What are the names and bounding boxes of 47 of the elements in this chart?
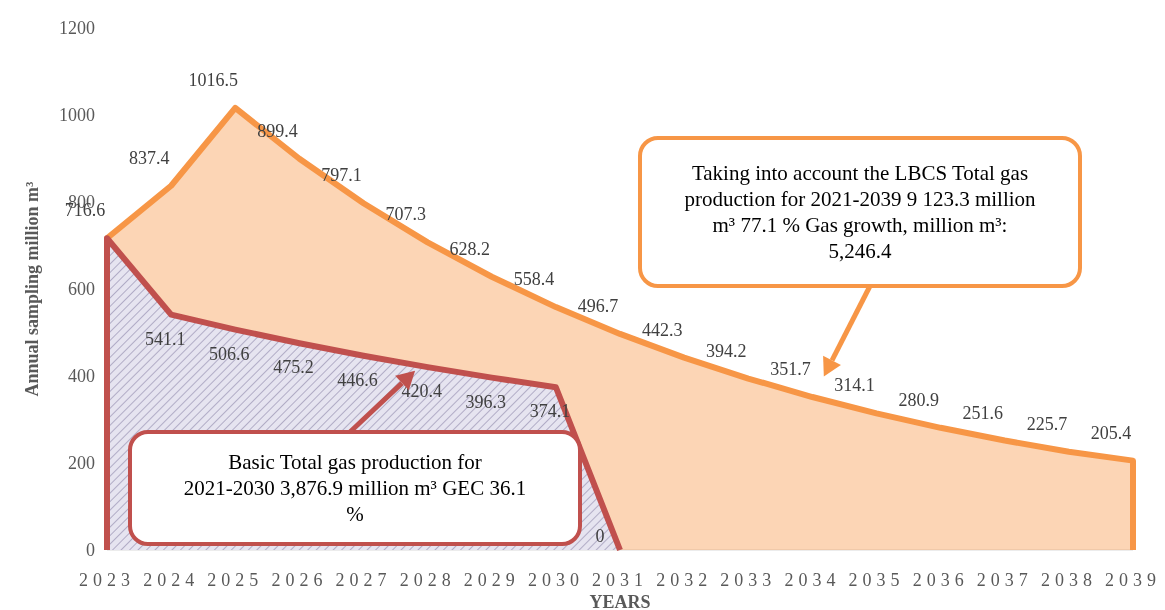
data-label: 314.1 bbox=[834, 375, 875, 396]
data-label: 837.4 bbox=[128, 147, 170, 168]
data-label: 541.1 bbox=[144, 328, 186, 349]
y-tick-label: 1200 bbox=[59, 18, 95, 38]
data-label: 396.3 bbox=[465, 391, 506, 412]
data-label: 442.3 bbox=[641, 319, 683, 340]
data-label: 446.6 bbox=[337, 369, 378, 390]
data-label: 558.4 bbox=[513, 269, 555, 290]
x-tick-label: 2038 bbox=[1040, 570, 1097, 590]
x-tick-label: 2028 bbox=[399, 570, 456, 590]
x-tick-label: 2024 bbox=[143, 570, 200, 590]
annotation: Basic Total gas production for 2021-2030 3,876.9 million m³ GEC 36.1 % bbox=[183, 450, 527, 526]
data-label: 225.7 bbox=[1026, 413, 1068, 434]
data-label: 628.2 bbox=[449, 238, 490, 259]
data-label: 496.7 bbox=[577, 295, 619, 316]
x-axis-title: YEARS bbox=[589, 592, 651, 610]
data-label: 251.6 bbox=[962, 402, 1003, 423]
y-tick-label: 200 bbox=[68, 453, 95, 473]
data-label: 280.9 bbox=[898, 389, 939, 410]
data-label: 351.7 bbox=[770, 359, 811, 380]
data-label: 475.2 bbox=[273, 357, 314, 378]
data-label: 205.4 bbox=[1090, 422, 1132, 443]
x-tick-label: 2034 bbox=[784, 570, 841, 590]
y-tick-label: 0 bbox=[86, 540, 95, 560]
annotation: Taking into account the LBCS Total gas production for 2021-2039 9 123.3 million m³ 77.1 % Gas growth, million m³: 5,246.4 bbox=[684, 161, 1037, 263]
x-tick-label: 2033 bbox=[720, 570, 777, 590]
data-label: 506.6 bbox=[209, 343, 250, 364]
y-tick-label: 600 bbox=[68, 279, 95, 299]
x-tick-label: 2030 bbox=[527, 570, 584, 590]
x-tick-label: 2039 bbox=[1105, 570, 1161, 590]
y-tick-label: 1000 bbox=[59, 105, 95, 125]
x-tick-label: 2029 bbox=[463, 570, 520, 590]
data-label: 394.2 bbox=[706, 340, 747, 361]
x-tick-label: 2023 bbox=[79, 570, 135, 590]
x-tick-label: 2037 bbox=[976, 570, 1033, 590]
x-tick-label: 2036 bbox=[912, 570, 969, 590]
x-tick-label: 2032 bbox=[656, 570, 713, 590]
x-tick-label: 2026 bbox=[271, 570, 328, 590]
data-label: 0 bbox=[595, 526, 605, 546]
data-label: 1016.5 bbox=[188, 69, 238, 90]
x-tick-label: 2031 bbox=[592, 570, 648, 590]
y-axis-title: Annual sampling million m³ bbox=[22, 180, 42, 397]
x-tick-label: 2027 bbox=[335, 570, 392, 590]
x-tick-label: 2035 bbox=[848, 570, 905, 590]
y-tick-label: 400 bbox=[68, 366, 95, 386]
x-tick-label: 2025 bbox=[207, 570, 264, 590]
data-label: 707.3 bbox=[385, 204, 426, 225]
